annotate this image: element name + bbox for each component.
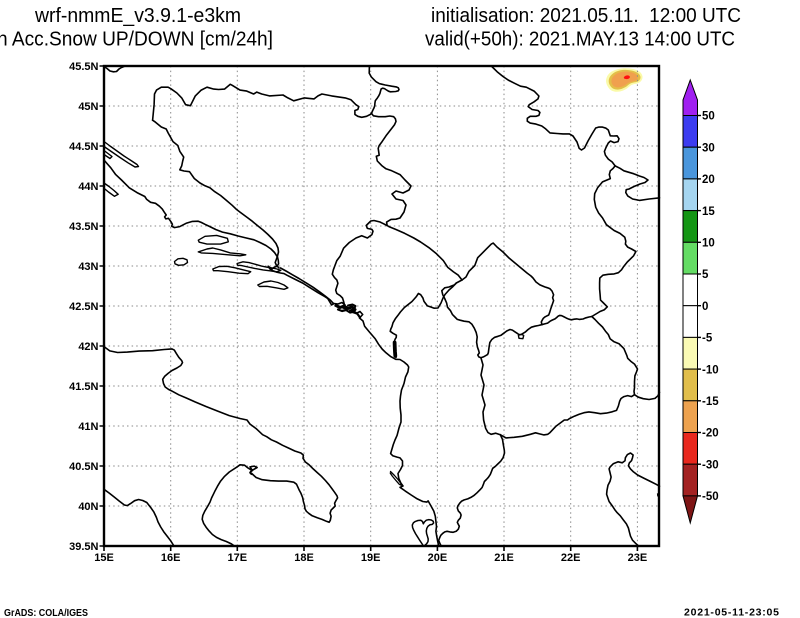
- svg-text:45.5N: 45.5N: [69, 61, 98, 73]
- svg-text:initialisation: 2021.05.11. 1: initialisation: 2021.05.11. 12:00 UTC: [431, 5, 741, 27]
- svg-text:42N: 42N: [78, 341, 98, 353]
- svg-text:20: 20: [702, 174, 715, 186]
- svg-text:n Acc.Snow UP/DOWN [cm/24h]: n Acc.Snow UP/DOWN [cm/24h]: [0, 29, 273, 51]
- svg-text:17E: 17E: [228, 552, 248, 564]
- svg-text:GrADS: COLA/IGES: GrADS: COLA/IGES: [4, 608, 88, 618]
- svg-text:2021-05-11-23:05: 2021-05-11-23:05: [684, 607, 779, 618]
- svg-text:15E: 15E: [94, 552, 114, 564]
- svg-text:5: 5: [702, 269, 709, 281]
- svg-text:22E: 22E: [561, 552, 581, 564]
- svg-text:42.5N: 42.5N: [69, 301, 98, 313]
- svg-text:-50: -50: [702, 491, 719, 503]
- svg-text:15: 15: [702, 206, 715, 218]
- svg-text:0: 0: [702, 301, 708, 313]
- svg-text:valid(+50h): 2021.MAY.13 14:00: valid(+50h): 2021.MAY.13 14:00 UTC: [425, 29, 735, 51]
- svg-text:44.5N: 44.5N: [69, 141, 98, 153]
- svg-text:41.5N: 41.5N: [69, 381, 98, 393]
- svg-text:10: 10: [702, 238, 715, 250]
- svg-text:44N: 44N: [78, 181, 98, 193]
- svg-text:43N: 43N: [78, 261, 98, 273]
- svg-text:39.5N: 39.5N: [69, 541, 98, 553]
- svg-text:45N: 45N: [78, 101, 98, 113]
- svg-text:16E: 16E: [161, 552, 181, 564]
- svg-text:23E: 23E: [628, 552, 648, 564]
- svg-text:-10: -10: [702, 364, 719, 376]
- svg-text:wrf-nmmE_v3.9.1-e3km: wrf-nmmE_v3.9.1-e3km: [34, 5, 241, 27]
- svg-text:18E: 18E: [294, 552, 314, 564]
- svg-text:40.5N: 40.5N: [69, 461, 98, 473]
- svg-text:20E: 20E: [428, 552, 448, 564]
- svg-text:-15: -15: [702, 396, 719, 408]
- svg-text:30: 30: [702, 142, 715, 154]
- svg-text:40N: 40N: [78, 501, 98, 513]
- svg-text:-5: -5: [702, 333, 713, 345]
- svg-text:43.5N: 43.5N: [69, 221, 98, 233]
- svg-text:21E: 21E: [494, 552, 514, 564]
- svg-text:50: 50: [702, 111, 715, 123]
- svg-text:41N: 41N: [78, 421, 98, 433]
- svg-text:19E: 19E: [361, 552, 381, 564]
- svg-text:-20: -20: [702, 428, 719, 440]
- svg-text:-30: -30: [702, 459, 719, 471]
